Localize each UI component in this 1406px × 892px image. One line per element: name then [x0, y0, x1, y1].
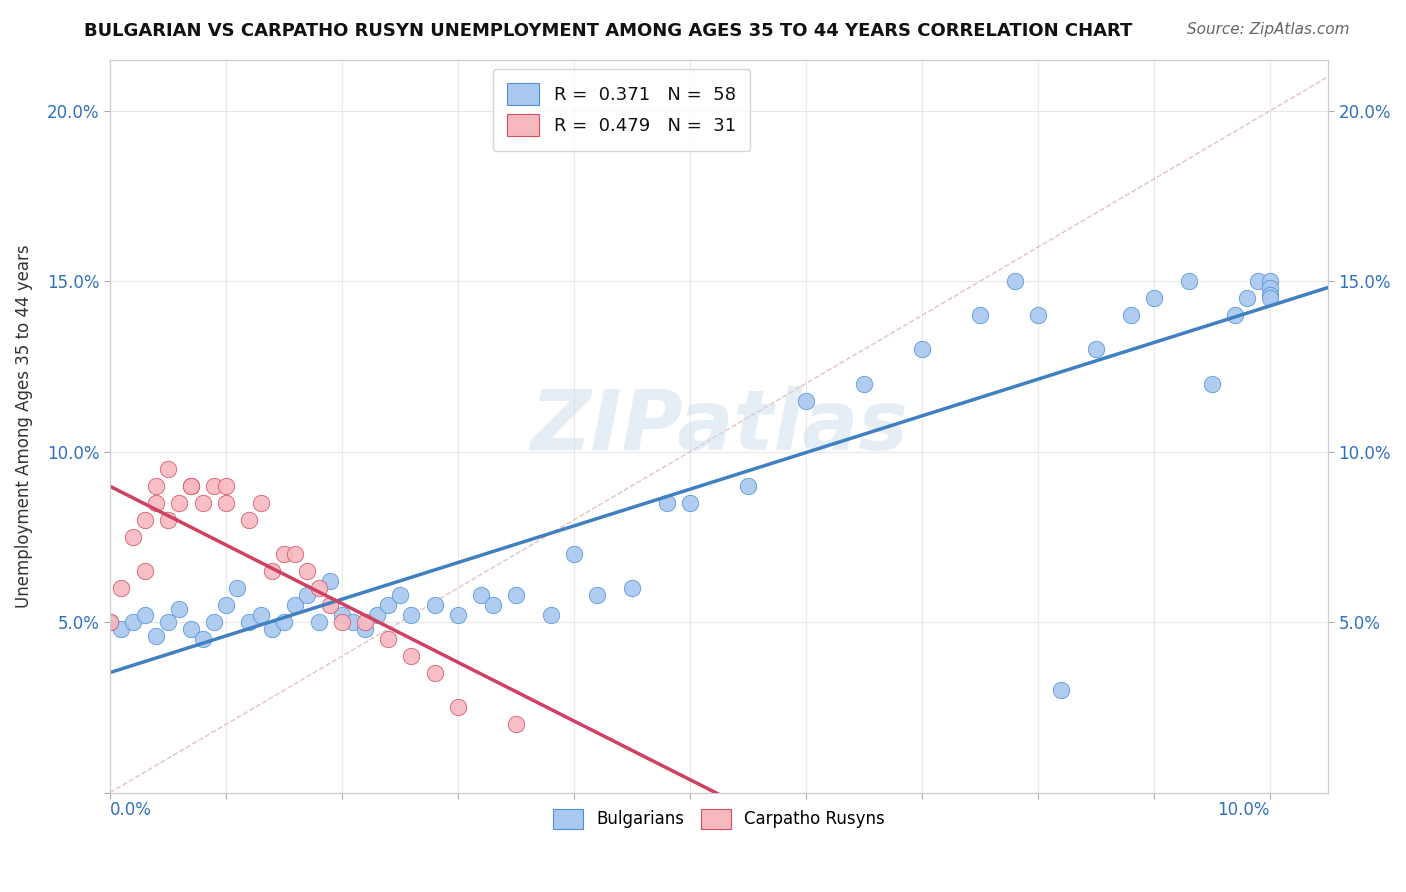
Point	[191, 632, 214, 647]
Point	[1225, 308, 1247, 322]
Point	[145, 479, 167, 493]
Text: BULGARIAN VS CARPATHO RUSYN UNEMPLOYMENT AMONG AGES 35 TO 44 YEARS CORRELATION C: BULGARIAN VS CARPATHO RUSYN UNEMPLOYMENT…	[84, 22, 1133, 40]
Point	[969, 308, 991, 322]
Point	[401, 649, 423, 664]
Point	[377, 598, 399, 612]
Point	[1201, 376, 1223, 391]
Point	[481, 598, 503, 612]
Point	[249, 496, 271, 510]
Point	[308, 615, 330, 630]
Point	[284, 547, 307, 561]
Point	[794, 393, 817, 408]
Point	[1004, 274, 1026, 288]
Point	[319, 574, 342, 589]
Point	[655, 496, 678, 510]
Point	[215, 479, 238, 493]
Point	[308, 581, 330, 595]
Point	[911, 343, 934, 357]
Point	[180, 622, 202, 636]
Point	[122, 530, 145, 544]
Point	[505, 717, 527, 731]
Point	[1026, 308, 1049, 322]
Point	[423, 666, 446, 681]
Point	[620, 581, 643, 595]
Point	[354, 615, 377, 630]
Point	[262, 622, 284, 636]
Point	[342, 615, 364, 630]
Point	[852, 376, 875, 391]
Point	[262, 564, 284, 578]
Point	[122, 615, 145, 630]
Point	[737, 479, 759, 493]
Point	[191, 496, 214, 510]
Point	[1258, 288, 1281, 302]
Point	[377, 632, 399, 647]
Point	[226, 581, 249, 595]
Point	[238, 513, 260, 527]
Point	[156, 615, 179, 630]
Point	[330, 615, 353, 630]
Point	[215, 598, 238, 612]
Point	[215, 496, 238, 510]
Point	[470, 588, 492, 602]
Point	[330, 608, 353, 623]
Point	[1258, 274, 1281, 288]
Point	[134, 564, 156, 578]
Point	[1178, 274, 1201, 288]
Point	[202, 615, 225, 630]
Point	[562, 547, 585, 561]
Point	[447, 608, 470, 623]
Point	[98, 615, 121, 630]
Point	[110, 622, 132, 636]
Point	[145, 629, 167, 643]
Point	[169, 601, 191, 615]
Point	[156, 462, 179, 476]
Point	[586, 588, 609, 602]
Text: ZIPatlas: ZIPatlas	[530, 385, 908, 467]
Point	[295, 588, 318, 602]
Point	[1258, 281, 1281, 295]
Point	[169, 496, 191, 510]
Point	[401, 608, 423, 623]
Point	[273, 615, 295, 630]
Legend: Bulgarians, Carpatho Rusyns: Bulgarians, Carpatho Rusyns	[547, 802, 891, 836]
Point	[134, 608, 156, 623]
Point	[295, 564, 318, 578]
Point	[273, 547, 295, 561]
Point	[447, 700, 470, 714]
Point	[679, 496, 702, 510]
Point	[180, 479, 202, 493]
Point	[319, 598, 342, 612]
Point	[505, 588, 527, 602]
Point	[145, 496, 167, 510]
Point	[1258, 291, 1281, 305]
Point	[1085, 343, 1108, 357]
Y-axis label: Unemployment Among Ages 35 to 44 years: Unemployment Among Ages 35 to 44 years	[15, 244, 32, 608]
Point	[238, 615, 260, 630]
Point	[388, 588, 411, 602]
Point	[1247, 274, 1270, 288]
Point	[98, 615, 121, 630]
Point	[156, 513, 179, 527]
Point	[284, 598, 307, 612]
Point	[249, 608, 271, 623]
Point	[134, 513, 156, 527]
Point	[366, 608, 388, 623]
Point	[540, 608, 562, 623]
Point	[110, 581, 132, 595]
Point	[1143, 291, 1166, 305]
Point	[1236, 291, 1258, 305]
Point	[1119, 308, 1142, 322]
Point	[354, 622, 377, 636]
Text: 10.0%: 10.0%	[1218, 801, 1270, 820]
Point	[202, 479, 225, 493]
Text: 0.0%: 0.0%	[110, 801, 152, 820]
Point	[180, 479, 202, 493]
Point	[423, 598, 446, 612]
Text: Source: ZipAtlas.com: Source: ZipAtlas.com	[1187, 22, 1350, 37]
Point	[1050, 683, 1073, 698]
